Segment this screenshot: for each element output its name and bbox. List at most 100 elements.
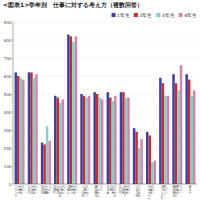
grid-line <box>13 76 197 77</box>
bar <box>59 103 61 184</box>
bar <box>180 65 182 184</box>
x-axis-line <box>13 184 197 185</box>
grid-line <box>13 58 197 59</box>
x-tick-label: 安定した仕事につきたい <box>81 185 89 197</box>
bar <box>167 96 169 184</box>
bar <box>162 83 164 184</box>
bar <box>138 148 140 184</box>
x-tick-label: 自分の成長につながる仕事をしたい <box>118 185 131 197</box>
x-tick-label: 自分の好きな仕事をしたい <box>27 185 37 194</box>
bar <box>190 96 192 184</box>
y-tick-label: 300 <box>4 128 12 133</box>
y-tick-label: 600 <box>4 74 12 79</box>
x-tick-label: 将来の夢や希望を叶えたい <box>106 185 116 197</box>
bar <box>193 90 195 184</box>
grid-line <box>13 94 197 95</box>
y-axis-line <box>13 22 14 184</box>
grid-line <box>13 40 197 41</box>
y-tick-label: 800 <box>4 38 12 43</box>
y-tick-label: 400 <box>4 110 12 115</box>
bar <box>83 96 85 184</box>
bar <box>30 72 32 184</box>
bar <box>107 92 109 184</box>
legend-label: 2年生 <box>139 12 152 18</box>
bar <box>28 72 30 184</box>
title: <図表1>学年別 仕事に対する考え方（複数回答） <box>3 1 143 9</box>
legend: 1年生 2年生 3年生 4年生 <box>112 12 198 18</box>
x-tick-label: グローバルに活躍したい <box>159 185 167 200</box>
bar <box>22 80 24 184</box>
legend-label: 4年生 <box>184 12 197 18</box>
x-tick-label: 就職活動に役立てたい <box>94 185 102 197</box>
grid-line <box>13 148 197 149</box>
bar <box>80 94 82 184</box>
bar <box>72 42 74 184</box>
bar <box>75 36 77 184</box>
bar <box>164 96 166 184</box>
bar <box>41 143 43 184</box>
y-tick-label: 0 <box>9 182 12 187</box>
legend-label: 1年生 <box>117 12 130 18</box>
bar <box>109 98 111 184</box>
chart: <図表1>学年別 仕事に対する考え方（複数回答） 1年生 2年生 3年生 4年生 0 100… <box>0 0 200 200</box>
bar <box>188 80 190 184</box>
x-tick-label: さまざまな経験をしたい <box>146 185 154 200</box>
legend-item: 3年生 <box>156 12 174 18</box>
x-tick-label: 就職活動への不安を解消したい <box>172 185 182 197</box>
bar <box>67 35 69 184</box>
x-tick-label: その他 <box>188 185 192 194</box>
bar <box>48 141 50 184</box>
x-tick-label: 自分の能力や個性を活かしたい <box>39 185 52 194</box>
bar <box>98 98 100 184</box>
legend-swatch <box>112 13 116 17</box>
legend-item: 1年生 <box>112 12 130 18</box>
bar <box>57 98 59 184</box>
bar <box>159 78 161 184</box>
bar <box>125 98 127 184</box>
bar <box>114 96 116 184</box>
bar <box>61 99 63 184</box>
y-tick-label: 900 <box>4 20 12 25</box>
bar <box>172 74 174 184</box>
bar <box>46 126 48 184</box>
bar <box>43 144 45 184</box>
legend-label: 3年生 <box>162 12 175 18</box>
grid-line <box>13 112 197 113</box>
bar <box>135 132 137 184</box>
bar <box>35 74 37 184</box>
bar <box>185 74 187 184</box>
legend-item: 2年生 <box>134 12 152 18</box>
bar <box>17 76 19 184</box>
x-tick-label: やりがいのある仕事をしたい <box>14 185 24 197</box>
bar <box>96 94 98 184</box>
y-tick-label: 200 <box>4 146 12 151</box>
y-tick-label: 100 <box>4 164 12 169</box>
bar <box>15 72 17 184</box>
legend-swatch <box>134 13 138 17</box>
bar <box>175 83 177 184</box>
bar <box>101 99 103 184</box>
bar <box>140 139 142 184</box>
grid-line <box>13 184 197 185</box>
bar <box>146 132 148 184</box>
grid-line <box>13 130 197 131</box>
bar <box>127 98 129 184</box>
bar <box>20 78 22 184</box>
grid-line <box>13 166 197 167</box>
bar <box>54 96 56 184</box>
bar <box>112 101 114 184</box>
bar <box>33 78 35 184</box>
legend-item: 4年生 <box>179 12 197 18</box>
bar <box>151 162 153 184</box>
legend-swatch <box>179 13 183 17</box>
y-tick-label: 500 <box>4 92 12 97</box>
bar <box>85 98 87 184</box>
bar <box>88 96 90 184</box>
bar <box>70 36 72 184</box>
bar <box>133 128 135 184</box>
bar <box>149 135 151 184</box>
grid <box>13 22 197 184</box>
bar <box>153 161 155 184</box>
bar <box>122 92 124 184</box>
bar <box>120 92 122 184</box>
